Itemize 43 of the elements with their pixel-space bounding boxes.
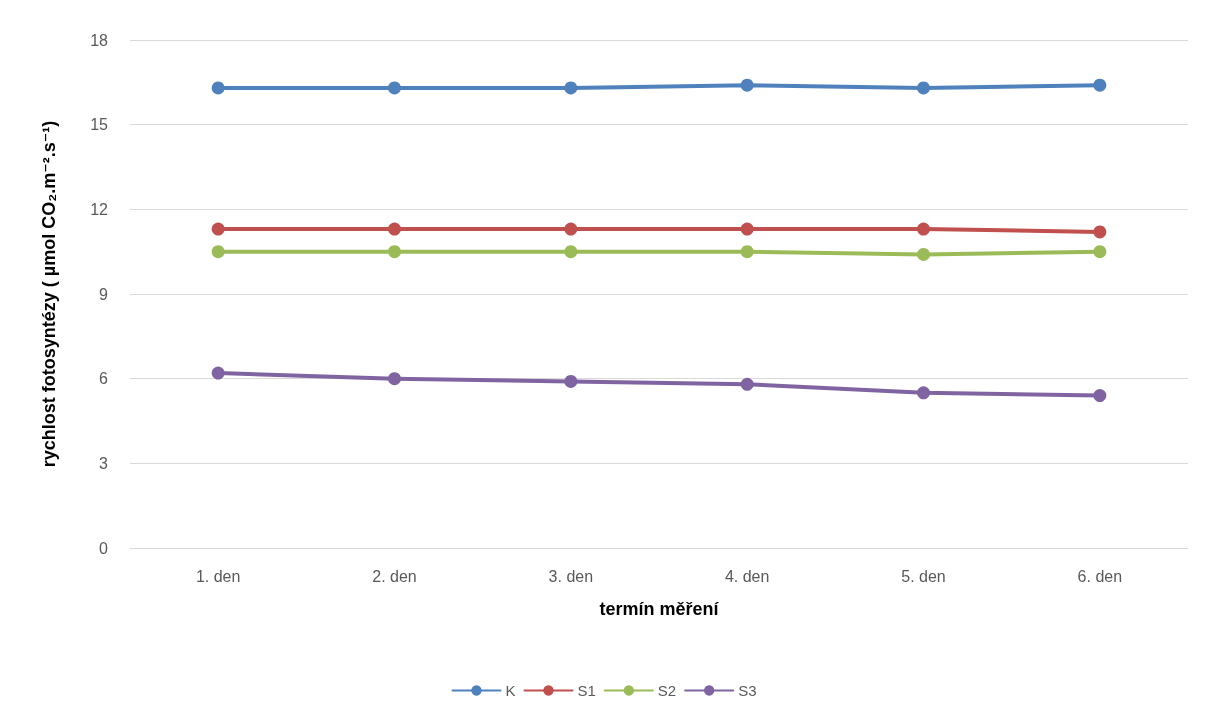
point (211, 245, 225, 259)
point (564, 245, 578, 259)
point (1093, 389, 1107, 403)
y-tick-label: 15 (90, 116, 109, 134)
point (564, 81, 578, 95)
y-axis-title: rychlost fotosyntézy ( µmol CO₂.m⁻².s⁻¹) (39, 120, 59, 468)
y-tick-label: 6 (99, 370, 109, 388)
point (917, 247, 930, 261)
point (388, 222, 401, 236)
y-tick-label: 18 (90, 31, 109, 49)
point (388, 81, 401, 95)
point (1093, 78, 1107, 92)
x-tick-label: 5. den (901, 567, 946, 585)
y-tick-label: 12 (90, 200, 109, 218)
point (1093, 225, 1107, 239)
point (740, 377, 754, 391)
point (211, 366, 225, 380)
point (917, 81, 930, 95)
point (564, 222, 578, 236)
legend-label: K (505, 682, 516, 699)
point (211, 222, 225, 236)
x-axis-title: termín měření (599, 599, 720, 619)
point (564, 374, 578, 388)
point (740, 245, 754, 259)
y-tick-label: 9 (99, 285, 109, 303)
point (211, 81, 225, 95)
legend-label: S3 (738, 682, 757, 699)
point (740, 222, 754, 236)
point (917, 386, 930, 400)
legend-label: S2 (657, 682, 677, 699)
point (740, 78, 754, 92)
x-tick-label: 3. den (548, 567, 594, 585)
x-tick-label: 2. den (372, 567, 417, 585)
x-tick-label: 4. den (724, 567, 770, 585)
point (1093, 245, 1107, 259)
x-tick-label: 1. den (195, 567, 241, 585)
point (917, 222, 930, 236)
x-tick-label: 6. den (1077, 567, 1123, 585)
y-tick-label: 3 (99, 454, 109, 472)
legend-label: S1 (577, 682, 596, 699)
y-tick-label: 0 (99, 539, 109, 557)
point (388, 372, 401, 386)
point (388, 245, 401, 259)
